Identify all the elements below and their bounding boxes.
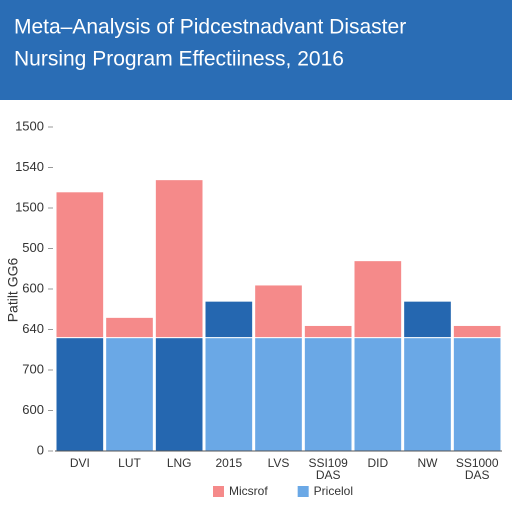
legend-label: Micsrof bbox=[229, 484, 268, 498]
bar-segment bbox=[55, 337, 105, 452]
bar-segment bbox=[154, 179, 204, 339]
y-tick-label: 0 bbox=[37, 442, 44, 457]
y-tick-label: 1540 bbox=[15, 159, 44, 174]
bar-segment bbox=[254, 284, 303, 339]
bar-segment bbox=[105, 337, 154, 452]
x-tick-label: SS1000 DAS bbox=[456, 456, 499, 482]
y-tick-label: 500 bbox=[22, 240, 44, 255]
y-tick-label: 700 bbox=[22, 361, 44, 376]
legend-label: Pricelol bbox=[314, 484, 353, 498]
bar-segment bbox=[204, 337, 254, 452]
x-tick-label: LVS bbox=[268, 456, 290, 470]
x-tick-label: LUT bbox=[118, 456, 141, 470]
bar-segment bbox=[403, 337, 452, 452]
bar-segment bbox=[353, 260, 403, 339]
y-tick-label: 640 bbox=[22, 321, 44, 336]
chart-title: Meta–Analysis of Pidcestnadvant Disaster bbox=[14, 16, 406, 39]
y-axis-label: Patilt GG6 bbox=[5, 258, 21, 323]
chart-title: Nursing Program Effectiiness, 2016 bbox=[14, 48, 344, 71]
x-tick-label: NW bbox=[418, 456, 439, 470]
bar-segment bbox=[303, 337, 353, 452]
bar-segment bbox=[204, 300, 254, 339]
bar-segment bbox=[353, 337, 403, 452]
bar-segment bbox=[403, 300, 452, 339]
bar-segment bbox=[452, 324, 502, 339]
bar-segment bbox=[154, 337, 204, 452]
y-tick-label: 1500 bbox=[15, 118, 44, 133]
x-tick-label: LNG bbox=[167, 456, 192, 470]
y-tick-label: 1500 bbox=[15, 199, 44, 214]
y-tick-label: 600 bbox=[22, 280, 44, 295]
legend-swatch bbox=[297, 486, 309, 497]
legend-swatch bbox=[213, 486, 224, 497]
bar-segment bbox=[254, 337, 303, 452]
x-tick-label: 2015 bbox=[215, 456, 242, 470]
header-band bbox=[0, 0, 512, 100]
bar-segment bbox=[303, 324, 353, 339]
bar-segment bbox=[55, 191, 105, 339]
bar-segment bbox=[105, 316, 154, 339]
x-tick-label: DVI bbox=[70, 456, 90, 470]
bar-segment bbox=[452, 337, 502, 452]
x-tick-label: DID bbox=[367, 456, 388, 470]
y-tick-label: 600 bbox=[22, 402, 44, 417]
x-tick-label: SSI109 DAS bbox=[308, 456, 348, 482]
